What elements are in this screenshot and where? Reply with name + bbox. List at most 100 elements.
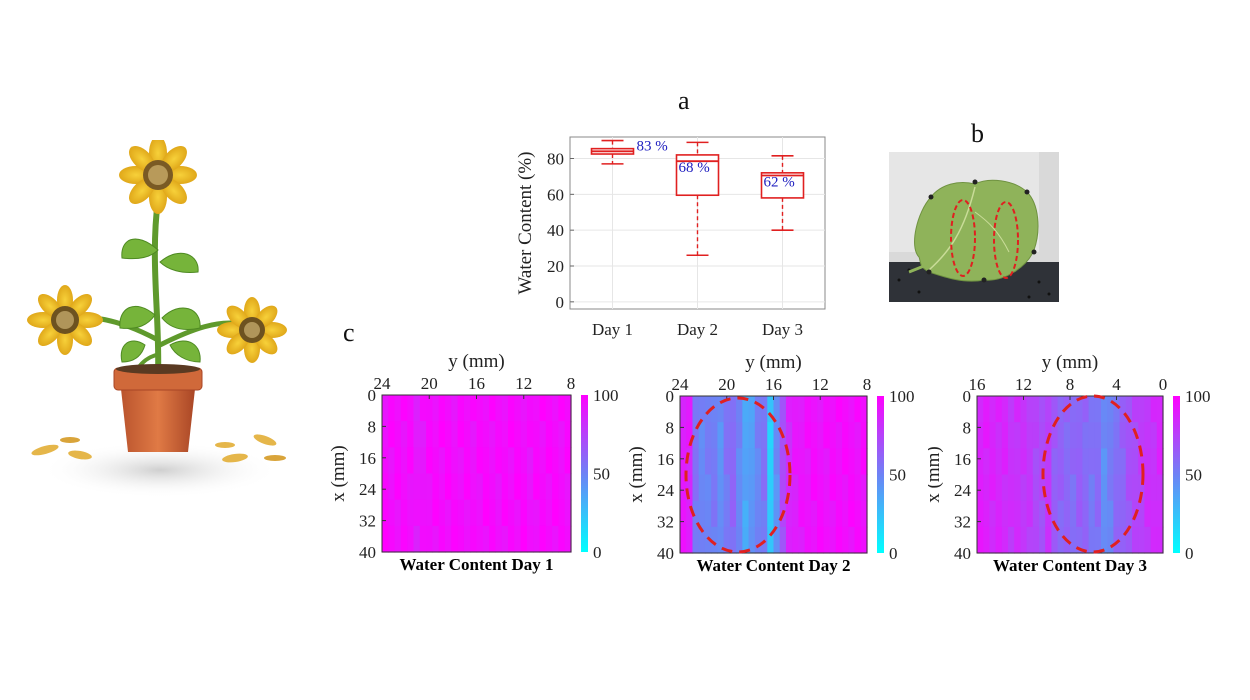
heatmap-cell bbox=[729, 474, 737, 502]
heatmap-cell bbox=[1156, 396, 1164, 423]
heatmap-cell bbox=[1001, 474, 1009, 502]
heatmap-cell bbox=[1014, 422, 1021, 449]
heatmap-cell bbox=[829, 526, 837, 554]
heatmap-cell bbox=[476, 395, 484, 422]
heatmap-cell bbox=[1070, 526, 1077, 554]
heatmap-cell bbox=[419, 421, 427, 448]
heatmap-cell bbox=[995, 474, 1003, 502]
heatmap-cell bbox=[1107, 448, 1114, 476]
colorbar-tick-label: 100 bbox=[889, 387, 915, 406]
y-tick-label: 16 bbox=[359, 449, 376, 468]
heatmap-cell bbox=[564, 421, 572, 448]
heatmap-cell bbox=[817, 448, 824, 476]
heatmap-cell bbox=[1132, 396, 1139, 423]
heatmap-cell bbox=[680, 448, 687, 476]
heatmap-cell bbox=[552, 499, 559, 527]
heatmap-cell bbox=[698, 422, 706, 449]
heatmap-cell bbox=[382, 499, 389, 527]
heatmap-cell bbox=[854, 500, 862, 528]
heatmap-cell bbox=[482, 473, 490, 501]
heatmap-cell bbox=[989, 422, 997, 449]
heatmap-cell bbox=[1138, 526, 1145, 554]
heatmap-cell bbox=[1107, 396, 1114, 423]
heatmap-cell bbox=[761, 500, 768, 528]
y-tick-label: 24 bbox=[359, 480, 377, 499]
heatmap-cell bbox=[1020, 422, 1028, 449]
heatmap-cell bbox=[457, 473, 465, 501]
heatmap-cell bbox=[1045, 396, 1052, 423]
colorbar-tick-label: 50 bbox=[593, 465, 610, 484]
heatmap-cell bbox=[526, 499, 534, 527]
heatmap-cell bbox=[564, 395, 572, 422]
heatmap-cell bbox=[1008, 474, 1015, 502]
dashed-ellipse-annotation bbox=[684, 396, 792, 554]
colorbar bbox=[877, 396, 884, 553]
heatmap-cell bbox=[1125, 396, 1133, 423]
box-iqr bbox=[760, 172, 805, 199]
y-tick-label: 32 bbox=[657, 513, 674, 532]
heatmap-cell bbox=[489, 447, 496, 475]
heatmap-cell bbox=[1014, 448, 1021, 476]
heatmap-cell bbox=[1070, 422, 1077, 449]
heatmap-cell bbox=[686, 526, 694, 554]
heatmap-cell bbox=[1051, 526, 1059, 554]
heatmap-cell bbox=[736, 500, 743, 528]
heatmap-cell bbox=[419, 473, 427, 501]
heatmap-cell bbox=[489, 525, 496, 553]
heatmap-cell bbox=[1026, 396, 1034, 423]
heatmap-cell bbox=[514, 395, 522, 422]
heatmap-cell bbox=[686, 448, 694, 476]
heatmap-cell bbox=[400, 395, 408, 422]
heatmap-cell bbox=[748, 422, 756, 449]
heatmap-cell bbox=[413, 525, 421, 553]
heatmap-cell bbox=[1107, 474, 1114, 502]
heatmap-cell bbox=[854, 474, 862, 502]
heatmap-cell bbox=[564, 473, 572, 501]
heatmap-cell bbox=[482, 421, 490, 448]
heatmap-cell bbox=[545, 447, 553, 475]
heatmap-cell bbox=[829, 396, 837, 423]
heatmap-day1: 24 20 16 12 8 y (mm) 0 8 16 24 32 40 x (mm) Water Con… bbox=[330, 351, 619, 574]
heatmap-cell bbox=[842, 526, 849, 554]
heatmap-cell bbox=[382, 473, 389, 501]
heatmap-cell bbox=[742, 474, 750, 502]
heatmap-cell bbox=[445, 473, 452, 501]
heatmap-cell bbox=[463, 525, 471, 553]
heatmap-cell bbox=[426, 525, 433, 553]
heatmap-cell bbox=[539, 525, 547, 553]
heatmap-cell bbox=[767, 448, 775, 476]
heatmap-cell bbox=[810, 422, 818, 449]
heatmap-cell bbox=[680, 396, 687, 423]
heatmap-cell bbox=[1132, 448, 1139, 476]
heatmap-cell bbox=[686, 474, 694, 502]
heatmap-cell bbox=[407, 525, 415, 553]
heatmap-cell bbox=[761, 422, 768, 449]
heatmap-cell bbox=[520, 525, 528, 553]
heatmap-cell bbox=[520, 421, 528, 448]
heatmap-cell bbox=[451, 473, 459, 501]
heatmap-cell bbox=[1156, 474, 1164, 502]
heatmap-cell bbox=[983, 500, 990, 528]
heatmap-cell bbox=[1026, 526, 1034, 554]
heatmap-cell bbox=[711, 500, 718, 528]
heatmap-cell bbox=[545, 421, 553, 448]
heatmap-cell bbox=[552, 447, 559, 475]
heatmap-cell bbox=[848, 474, 856, 502]
heatmap-cell bbox=[754, 422, 762, 449]
heatmap-cell bbox=[1132, 474, 1139, 502]
panel-label-a: a bbox=[678, 86, 690, 115]
dashed-ellipse-annotation bbox=[1041, 394, 1145, 554]
heatmap-cell bbox=[558, 473, 566, 501]
heatmap-cell bbox=[388, 395, 396, 422]
x-tick-label: 20 bbox=[421, 374, 438, 393]
x-tick-label: 12 bbox=[515, 374, 532, 393]
heatmap-cell bbox=[977, 500, 984, 528]
heatmap-cell bbox=[810, 500, 818, 528]
heatmap-cell bbox=[748, 396, 756, 423]
heatmap-cell bbox=[823, 500, 831, 528]
heatmap-cell bbox=[413, 499, 421, 527]
heatmap-cell bbox=[1113, 526, 1121, 554]
heatmap-cell bbox=[717, 474, 725, 502]
y-tick-label: 0 bbox=[963, 387, 972, 406]
heatmap-cell bbox=[470, 447, 478, 475]
